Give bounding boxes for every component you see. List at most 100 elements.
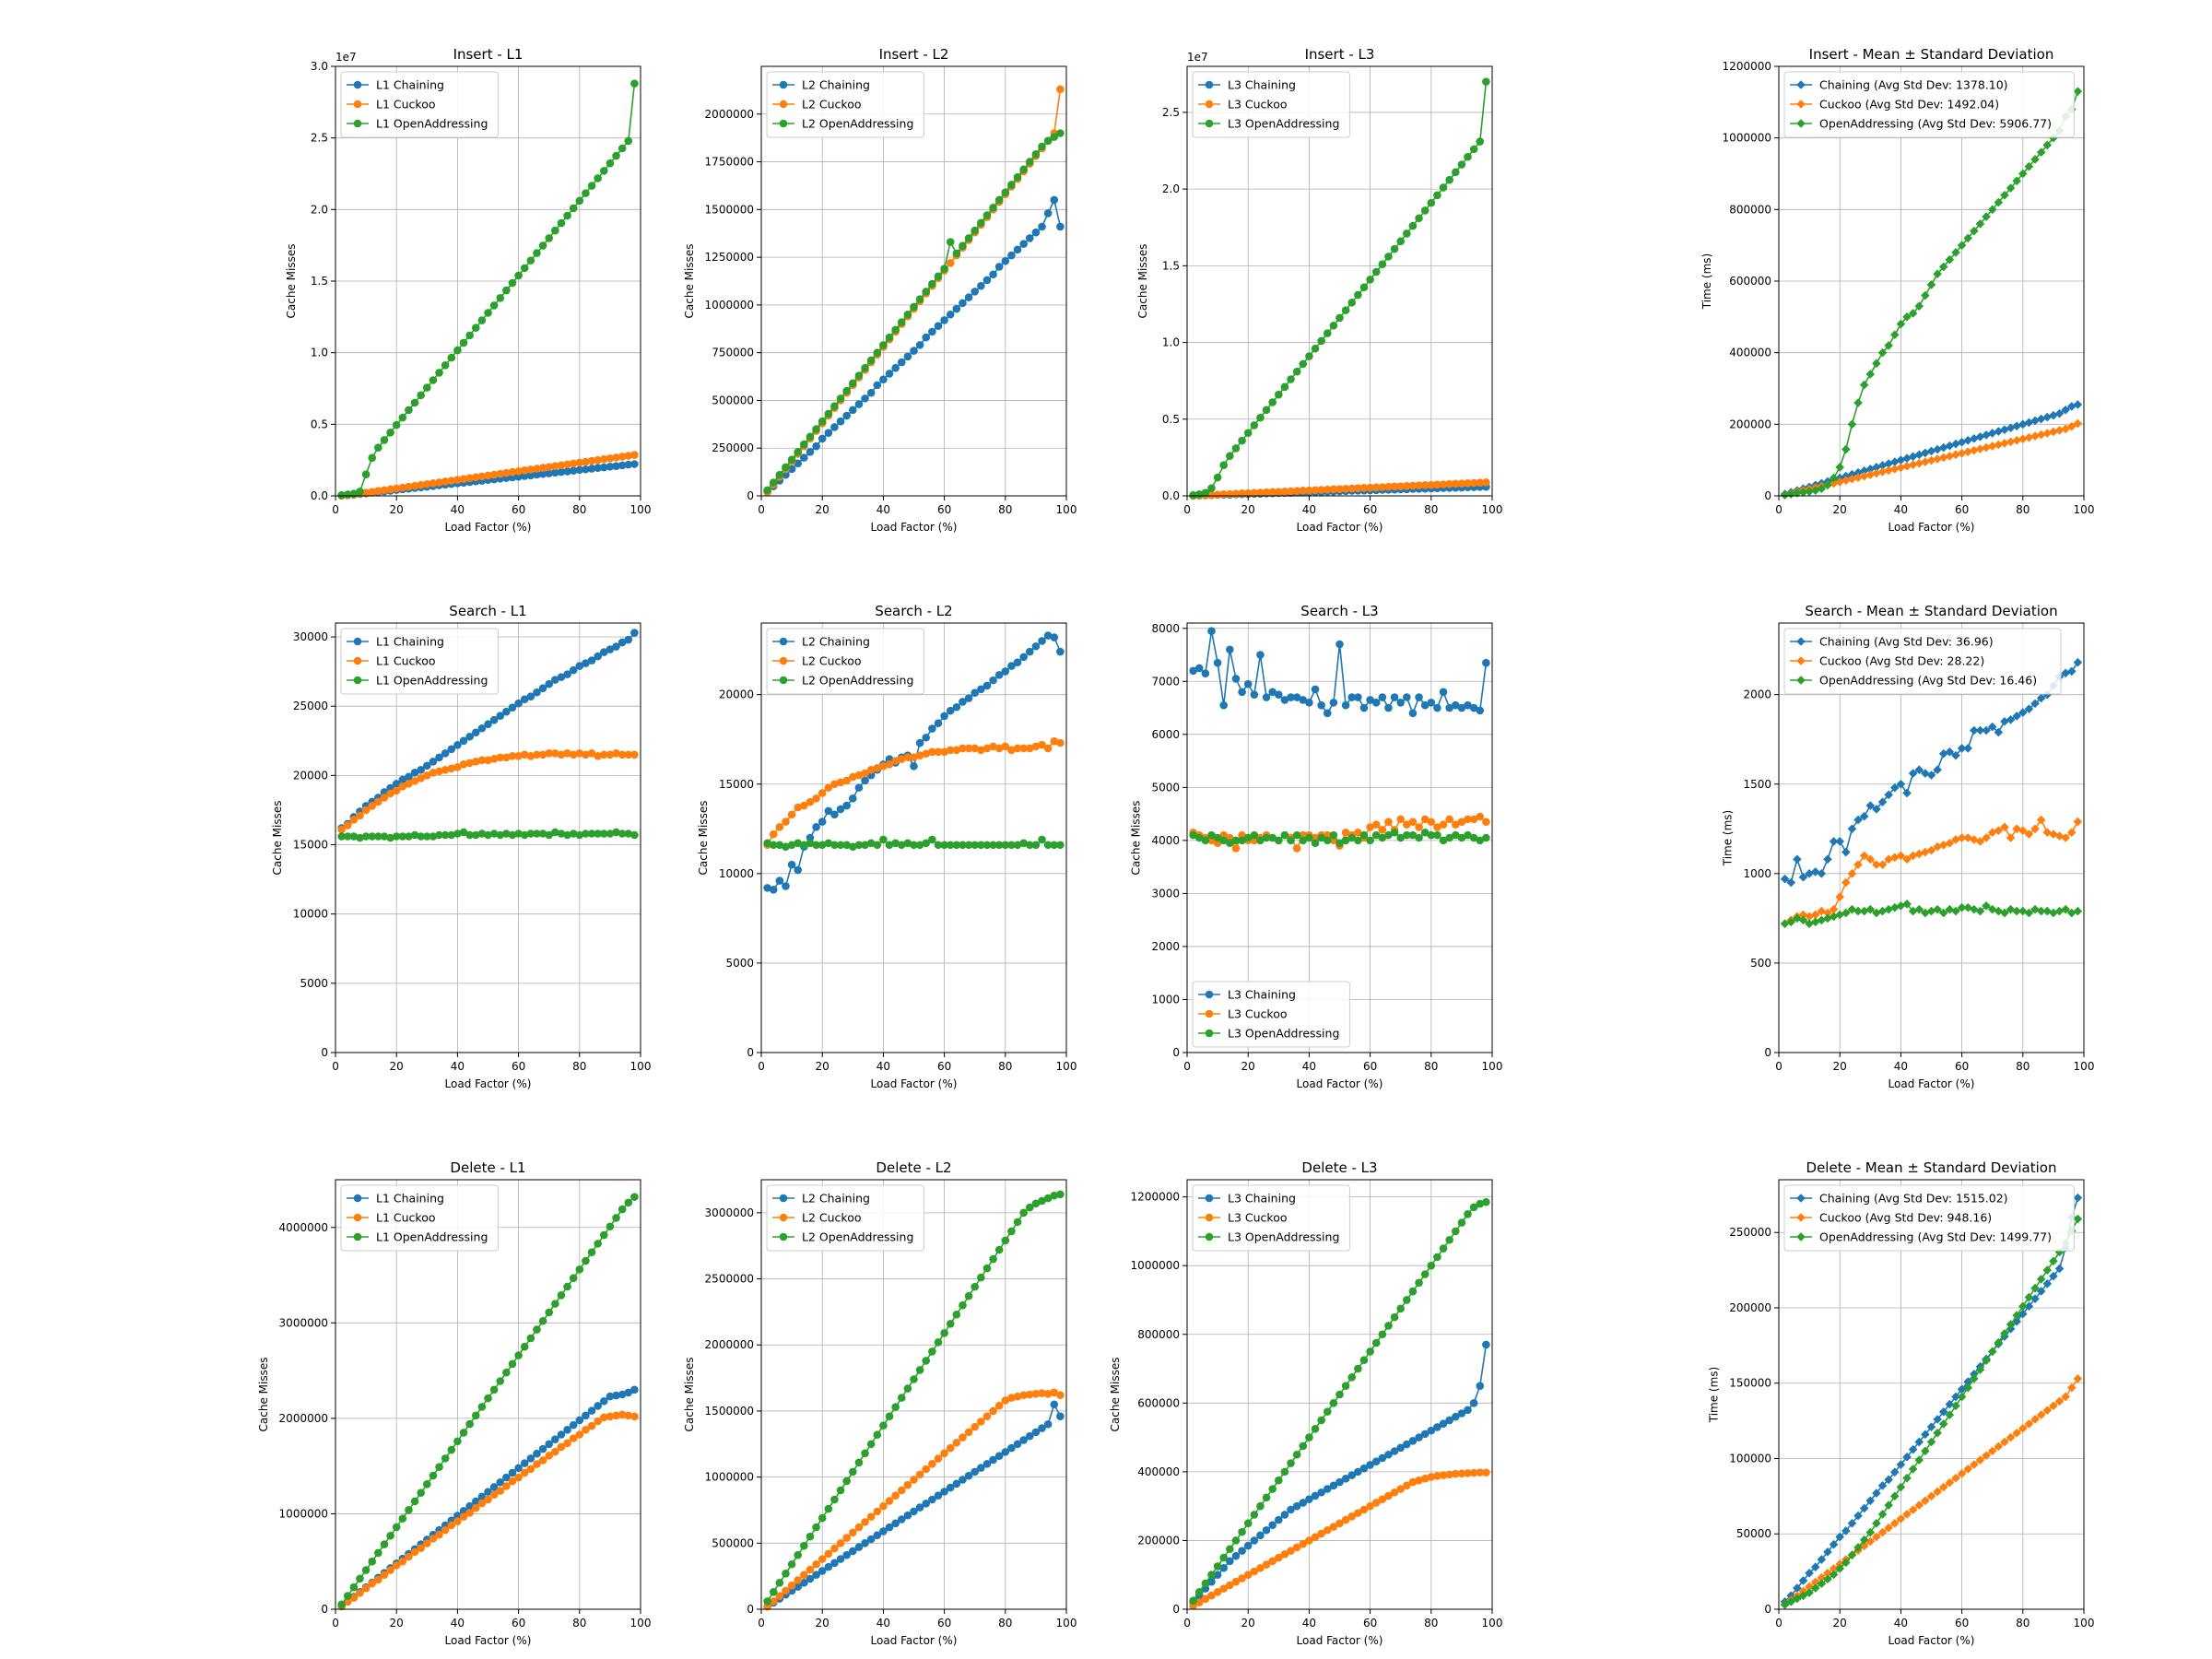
x-tick-label: 40 [1302,1617,1316,1630]
data-point [405,772,413,782]
data-point [1280,1467,1289,1477]
data-point [903,1480,912,1489]
data-point [447,830,456,840]
data-point [465,331,474,340]
data-point [775,877,784,885]
data-point [606,1222,615,1231]
data-point [977,218,985,228]
data-point [1354,484,1362,492]
data-point [879,375,888,383]
data-point [545,1440,553,1449]
data-point [526,830,535,838]
y-tick-label: 1000000 [279,1507,328,1520]
data-point [1921,1446,1930,1456]
data-point [994,841,1004,850]
data-point [374,1548,382,1558]
data-point [866,388,876,397]
data-point [2073,87,2083,96]
legend-marker [779,1194,788,1203]
data-point [854,841,864,850]
data-point [1378,1453,1387,1463]
data-point [520,830,529,840]
data-point [1366,836,1374,845]
data-point [1415,1476,1423,1485]
data-point [538,464,547,472]
data-point [977,685,985,694]
data-point [861,363,869,372]
data-point [1250,830,1259,840]
y-tick-label: 1750000 [705,156,754,169]
chart-svg: 0 20 40 60 80 1000500001000001500002000002500… [1708,1159,2095,1647]
data-point [337,832,346,841]
data-point [861,1449,869,1458]
chart-panel: 0 20 40 60 80 100 0 5000 10000 15000 20000 Search -… [660,586,1085,1099]
data-point [398,1514,407,1523]
data-point [484,1495,492,1504]
data-point [569,1434,578,1442]
data-point [1476,836,1485,845]
data-point [1043,631,1053,640]
data-point [1420,206,1430,215]
data-point [1038,222,1046,231]
data-point [624,452,633,460]
y-tick-label: 2.5 [311,132,328,145]
data-point [885,1523,894,1532]
data-point [599,750,608,759]
data-point [1938,1419,1948,1429]
data-point [910,762,918,771]
data-point [1371,1338,1381,1347]
data-point [410,1497,419,1506]
data-point [922,1357,931,1365]
data-point [599,648,608,656]
data-point [533,470,541,479]
data-point [563,670,571,678]
y-tick-label: 800000 [1729,203,1771,216]
data-point [1317,700,1325,710]
data-point [1219,1553,1229,1562]
data-point [343,821,352,830]
data-point [502,1473,511,1482]
data-point [587,1248,596,1257]
data-point [417,391,425,400]
y-tick-label: 1.0 [1162,336,1180,349]
plot-area: 0 20 40 60 80 1000500010000150002000025000300… [271,603,651,1090]
data-point [1427,818,1436,827]
y-tick-label: 2500000 [705,1273,754,1286]
data-point [349,832,359,841]
chart-svg: 0 20 40 60 80 1000200000400000600000800000100… [1700,46,2094,534]
data-point [1457,1218,1466,1227]
data-point [361,488,371,497]
legend-marker [1205,119,1214,128]
data-point [1341,485,1350,493]
data-point [569,204,578,213]
data-point [928,1459,936,1468]
data-point [599,1230,608,1240]
data-point [453,1517,462,1526]
data-point [392,420,401,429]
data-point [453,1437,462,1446]
data-point [1213,1562,1222,1571]
data-point [1347,484,1357,493]
data-point [423,761,431,771]
data-point [1001,1236,1010,1245]
data-point [447,477,456,485]
data-point [964,694,973,702]
y-tick-label: 8000 [1151,622,1180,635]
data-point [398,832,407,841]
x-tick-label: 40 [1894,1060,1908,1073]
data-point [1262,693,1271,701]
data-point [879,1421,888,1430]
data-point [575,465,584,475]
data-point [1031,149,1041,159]
legend-box [1783,1184,2075,1252]
x-axis-label: Load Factor (%) [445,521,532,534]
legend-marker [353,676,362,685]
data-point [915,1503,924,1512]
legend-marker [353,1232,362,1241]
plot-frame [335,622,641,1053]
data-point [624,1198,633,1207]
data-point [465,1501,474,1511]
data-point [940,1329,948,1337]
chart-panel: 0 20 40 60 80 100 0 250000 500000 750000 1000000 12… [660,29,1085,542]
data-point [392,484,401,493]
